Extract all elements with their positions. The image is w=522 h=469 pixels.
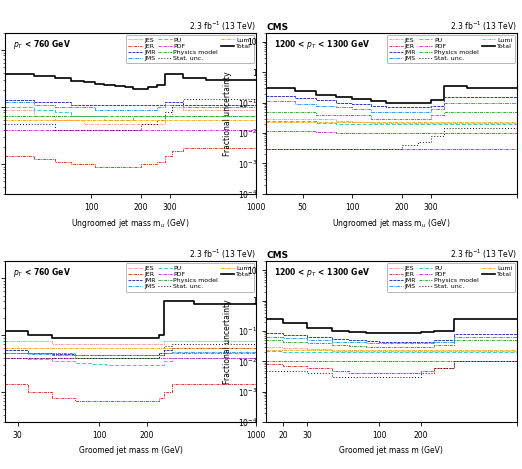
- Legend: JES, JER, JMR, JMS, PU, PDF, Physics model, Stat. unc., Lumi, Total, , : JES, JER, JMR, JMS, PU, PDF, Physics mod…: [126, 263, 254, 292]
- X-axis label: Groomed jet mass m (GeV): Groomed jet mass m (GeV): [79, 446, 183, 454]
- X-axis label: Groomed jet mass m (GeV): Groomed jet mass m (GeV): [339, 446, 443, 454]
- Text: $p_T$ < 760 GeV: $p_T$ < 760 GeV: [13, 38, 70, 51]
- Y-axis label: Fractional uncertainty: Fractional uncertainty: [223, 299, 232, 384]
- Text: CMS: CMS: [266, 23, 288, 32]
- Legend: JES, JER, JMR, JMS, PU, PDF, Physics model, Stat. unc., Lumi, Total, , : JES, JER, JMR, JMS, PU, PDF, Physics mod…: [386, 35, 515, 63]
- Text: 2.3 fb$^{-1}$ (13 TeV): 2.3 fb$^{-1}$ (13 TeV): [189, 248, 256, 261]
- Text: 2.3 fb$^{-1}$ (13 TeV): 2.3 fb$^{-1}$ (13 TeV): [189, 19, 256, 33]
- Text: CMS: CMS: [266, 251, 288, 260]
- X-axis label: Ungroomed jet mass m$_{u}$ (GeV): Ungroomed jet mass m$_{u}$ (GeV): [72, 217, 190, 230]
- Text: 2.3 fb$^{-1}$ (13 TeV): 2.3 fb$^{-1}$ (13 TeV): [450, 248, 517, 261]
- Text: 1200 < $p_T$ < 1300 GeV: 1200 < $p_T$ < 1300 GeV: [274, 38, 370, 51]
- Y-axis label: Fractional uncertainty: Fractional uncertainty: [223, 71, 232, 156]
- X-axis label: Ungroomed jet mass m$_{u}$ (GeV): Ungroomed jet mass m$_{u}$ (GeV): [332, 217, 450, 230]
- Text: $p_T$ < 760 GeV: $p_T$ < 760 GeV: [13, 266, 70, 279]
- Legend: JES, JER, JMR, JMS, PU, PDF, Physics model, Stat. unc., Lumi, Total, , : JES, JER, JMR, JMS, PU, PDF, Physics mod…: [126, 35, 254, 63]
- Text: 1200 < $p_T$ < 1300 GeV: 1200 < $p_T$ < 1300 GeV: [274, 266, 370, 279]
- Legend: JES, JER, JMR, JMS, PU, PDF, Physics model, Stat. unc., Lumi, Total, , : JES, JER, JMR, JMS, PU, PDF, Physics mod…: [386, 263, 515, 292]
- Text: 2.3 fb$^{-1}$ (13 TeV): 2.3 fb$^{-1}$ (13 TeV): [450, 19, 517, 33]
